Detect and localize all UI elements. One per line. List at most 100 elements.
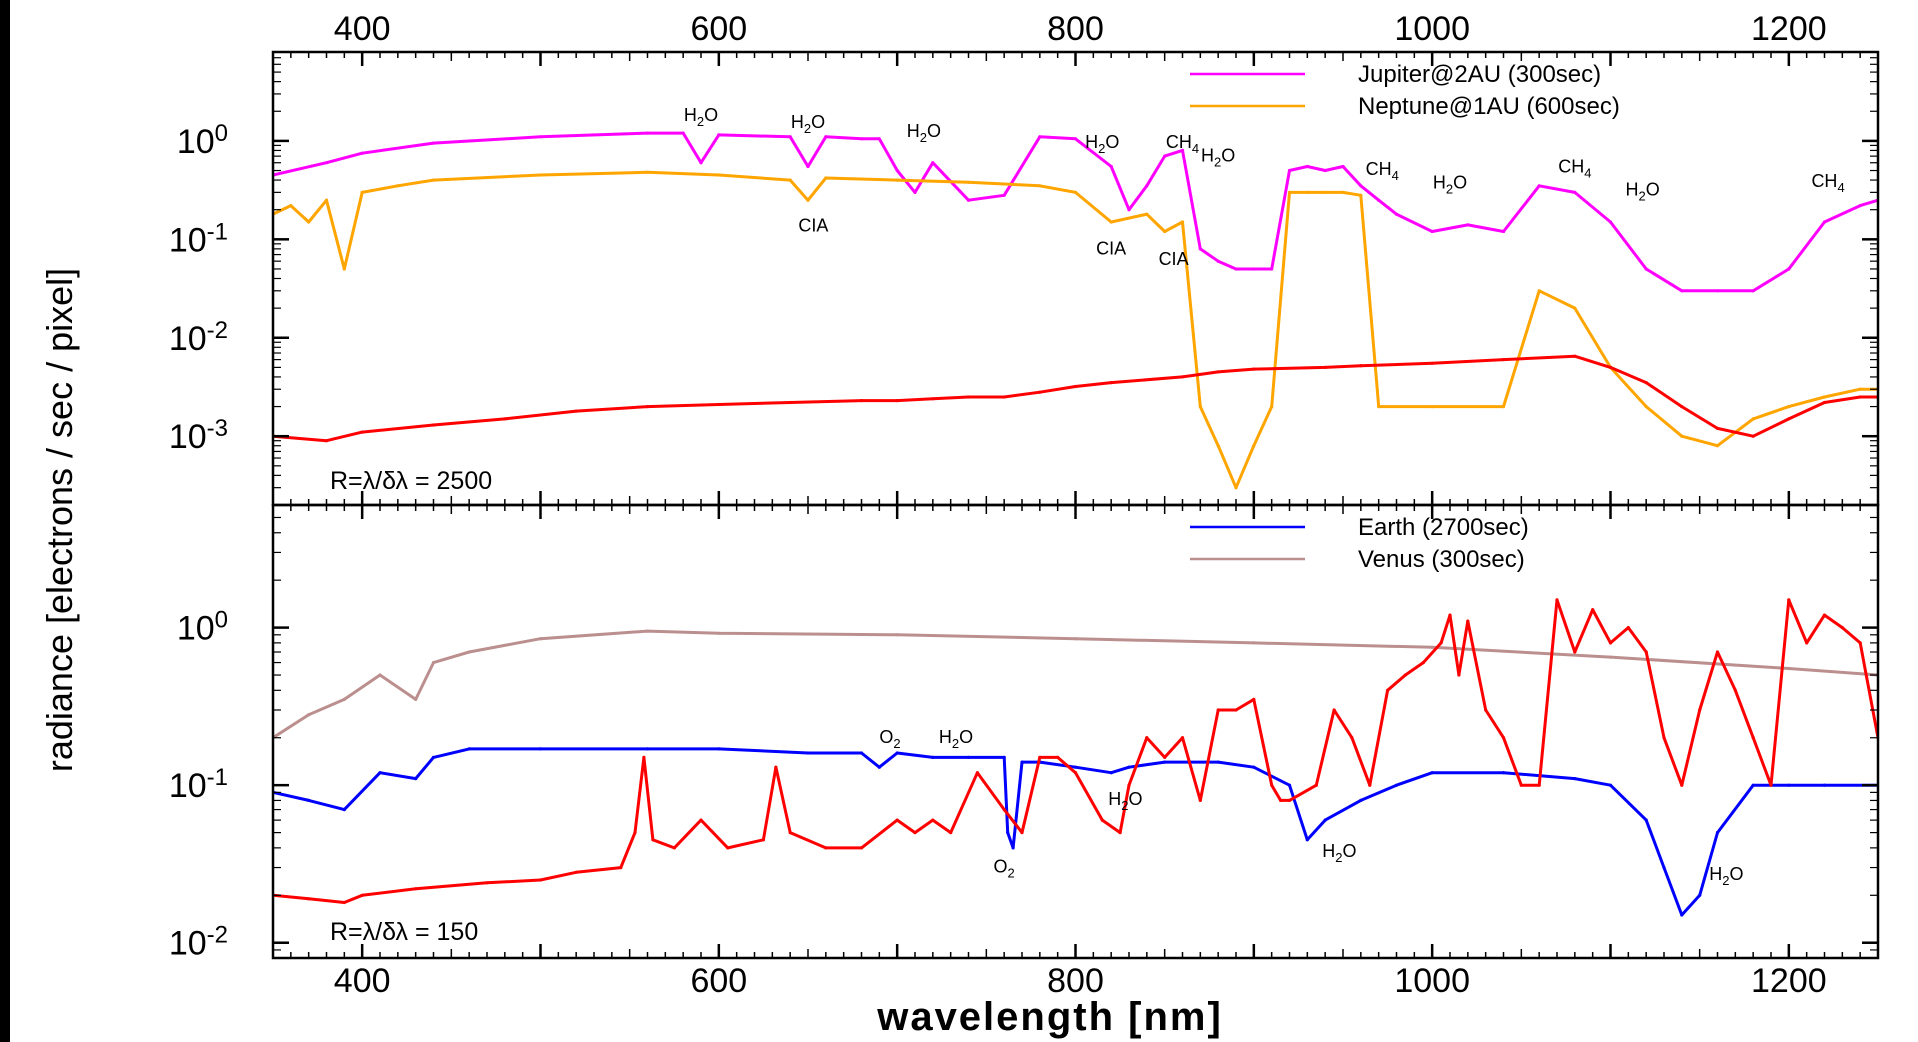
data-point [1287, 168, 1292, 173]
data-point [307, 798, 311, 803]
data-point [1484, 708, 1488, 712]
data-point [1038, 184, 1042, 188]
x-tick-label-top: 600 [690, 10, 747, 48]
data-point [913, 831, 917, 835]
data-point [717, 631, 721, 635]
data-point [1020, 760, 1024, 764]
data-point [1252, 641, 1256, 645]
data-point [1751, 417, 1755, 421]
y-tick-label: 10-2 [169, 317, 228, 358]
data-point [324, 439, 329, 443]
data-point [619, 866, 623, 870]
data-point [378, 771, 382, 775]
data-point [1305, 190, 1309, 194]
data-point [1073, 384, 1078, 389]
data-point [1038, 390, 1042, 394]
panel-2: 400 600 800 1000 1200 10-2 10-1 100 Earth (2700s… [169, 503, 1880, 1000]
data-point [1145, 212, 1149, 216]
data-point [1341, 164, 1345, 169]
feature-annotation: CIA [1096, 239, 1126, 259]
data-point [717, 402, 721, 407]
data-point [1644, 381, 1648, 385]
data-point [1323, 365, 1327, 369]
legend-entry-label: Jupiter@2AU (300sec) [1358, 61, 1601, 88]
data-point [1109, 381, 1113, 385]
data-point [1323, 818, 1327, 822]
feature-annotation: H2O [1322, 841, 1356, 865]
data-point [859, 846, 864, 850]
data-point [645, 170, 650, 174]
data-point [1787, 598, 1791, 602]
data-point [503, 417, 507, 421]
data-point [788, 135, 792, 139]
data-point [342, 900, 346, 905]
data-point [788, 178, 792, 182]
data-point [1234, 708, 1238, 712]
data-point [1198, 405, 1202, 409]
data-point [726, 846, 730, 850]
data-point [1252, 444, 1256, 448]
data-point [806, 164, 810, 169]
data-point [431, 423, 436, 427]
data-point [788, 831, 792, 835]
legend-entry-label: Earth (2700sec) [1358, 514, 1529, 541]
data-point [538, 173, 543, 177]
feature-annotation: H2O [1201, 145, 1235, 169]
data-point [681, 131, 685, 135]
data-point [1180, 220, 1185, 224]
data-point [1109, 164, 1113, 169]
data-point [645, 747, 650, 751]
data-point [1822, 613, 1827, 617]
data-point [895, 751, 899, 755]
data-point [1234, 267, 1238, 271]
feature-annotation: CIA [798, 216, 828, 236]
x-tick-label-top: 400 [334, 10, 391, 48]
legend-entry-label: Neptune@1AU (600sec) [1358, 93, 1620, 120]
data-point [1270, 405, 1274, 409]
data-point [1715, 426, 1720, 430]
data-point [1787, 666, 1791, 671]
data-point [1537, 184, 1541, 188]
data-point [1662, 866, 1666, 870]
data-point [1751, 289, 1755, 293]
data-point [931, 818, 935, 822]
data-point [1787, 405, 1791, 409]
data-point [717, 133, 721, 137]
data-point [1359, 193, 1363, 197]
data-point [1591, 608, 1595, 612]
data-point [1769, 783, 1773, 787]
data-point [1733, 688, 1737, 692]
data-point [859, 399, 864, 403]
data-point [1858, 387, 1862, 391]
data-point [1403, 673, 1407, 677]
data-point [360, 190, 364, 194]
data-point [1127, 208, 1131, 212]
data-point [1332, 708, 1336, 712]
data-point [1644, 405, 1648, 409]
data-point [1252, 765, 1256, 769]
x-tick-label-bottom: 1000 [1394, 962, 1470, 1000]
data-point [1501, 229, 1506, 234]
data-point [895, 633, 899, 637]
data-point [1715, 289, 1720, 293]
data-point [1216, 708, 1220, 712]
data-point [1751, 736, 1755, 740]
data-point [1430, 361, 1434, 365]
series-line-1 [273, 131, 1878, 293]
data-point [931, 397, 935, 401]
data-point [1020, 831, 1024, 835]
data-point [1341, 190, 1345, 194]
data-point [642, 755, 646, 760]
data-point [431, 755, 436, 760]
data-point [431, 178, 436, 182]
data-point [1822, 783, 1827, 787]
data-point [761, 838, 766, 842]
data-point [1305, 164, 1309, 169]
data-point [1858, 204, 1862, 208]
data-point [1109, 771, 1113, 775]
data-point [1163, 229, 1167, 234]
data-point [788, 400, 792, 405]
data-point [1359, 184, 1363, 188]
data-point [1038, 135, 1042, 139]
